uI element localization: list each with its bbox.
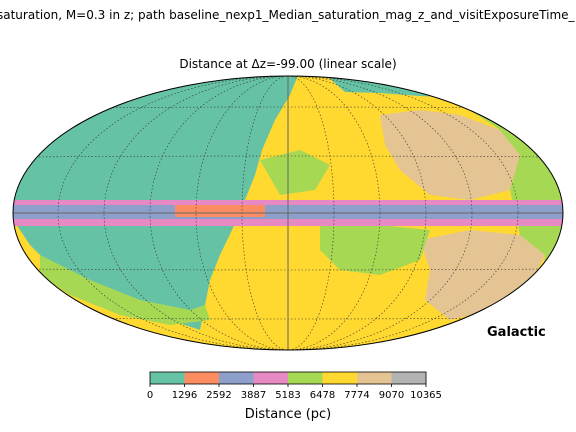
colorbar-tick-label: 6478 (310, 390, 335, 401)
colorbar-tick-label: 1296 (172, 390, 197, 401)
colorbar-segment (253, 372, 289, 384)
plot-title: Distance at Δz=-99.00 (linear scale) (179, 57, 397, 71)
colorbar-tick-label: 5183 (275, 390, 300, 401)
colorbar-ticks: 0 1296 2592 3887 5183 6478 7774 9070 10365 (147, 384, 442, 401)
skymap-regions (13, 76, 563, 350)
region-green-north (260, 150, 330, 195)
colorbar-tick-label: 2592 (206, 390, 231, 401)
colorbar-tick-label: 7774 (344, 390, 369, 401)
colorbar-tick-label: 3887 (241, 390, 266, 401)
figure-suptitle: saturation, M=0.3 in z; path baseline_ne… (0, 8, 575, 22)
region-tan-northeast (380, 110, 520, 200)
colorbar-segment (288, 372, 323, 384)
colorbar-segment (322, 372, 358, 384)
region-green-southwest (40, 255, 210, 325)
region-green-center (320, 220, 430, 275)
colorbar-segment (391, 372, 427, 384)
colorbar-segment (357, 372, 392, 384)
region-tan-southeast (420, 230, 545, 320)
colorbar-segment (150, 372, 185, 384)
colorbar-tick-label: 0 (147, 390, 153, 401)
colorbar-tick-label: 10365 (410, 390, 442, 401)
region-plane-orange (175, 205, 265, 217)
colorbar-label: Distance (pc) (244, 407, 332, 422)
frame-label: Galactic (487, 325, 546, 340)
colorbar-segment (184, 372, 220, 384)
colorbar-tick-label: 9070 (379, 390, 404, 401)
colorbar (150, 372, 427, 384)
map-outline (12, 75, 564, 351)
colorbar-segment (219, 372, 254, 384)
